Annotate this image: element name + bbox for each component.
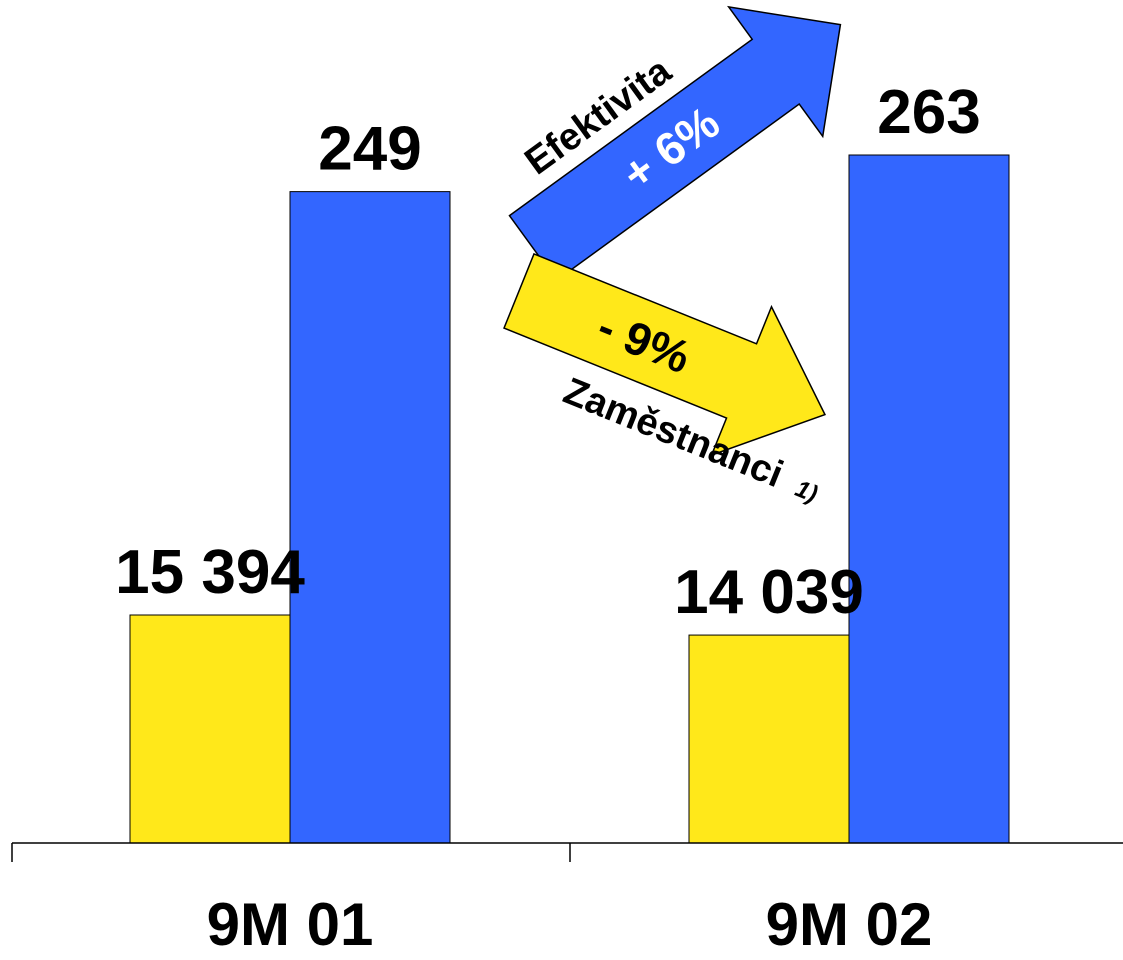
data-label-employees-0: 15 394: [115, 538, 305, 607]
zamestnanci-footnote: 1): [791, 475, 821, 508]
zamestnanci-arrow: - 9% Zaměstnanci 1): [503, 252, 827, 508]
bars-layer: [129, 154, 1010, 844]
bar-efficiency-0: [289, 191, 451, 844]
zamestnanci-arrow-shape: [503, 252, 827, 457]
bar-efficiency-1: [848, 154, 1010, 844]
data-label-efficiency-0: 249: [318, 115, 421, 184]
data-label-efficiency-1: 263: [877, 78, 980, 147]
bar-employees-1: [688, 634, 850, 844]
category-label-0: 9M 01: [207, 891, 374, 958]
category-label-1: 9M 02: [766, 891, 933, 958]
data-label-employees-1: 14 039: [674, 558, 864, 627]
bar-employees-0: [129, 614, 291, 844]
labels-layer: 15 394 14 039 249 263 9M 01 9M 02: [115, 78, 981, 958]
efektivita-arrow-shape: [508, 5, 842, 282]
